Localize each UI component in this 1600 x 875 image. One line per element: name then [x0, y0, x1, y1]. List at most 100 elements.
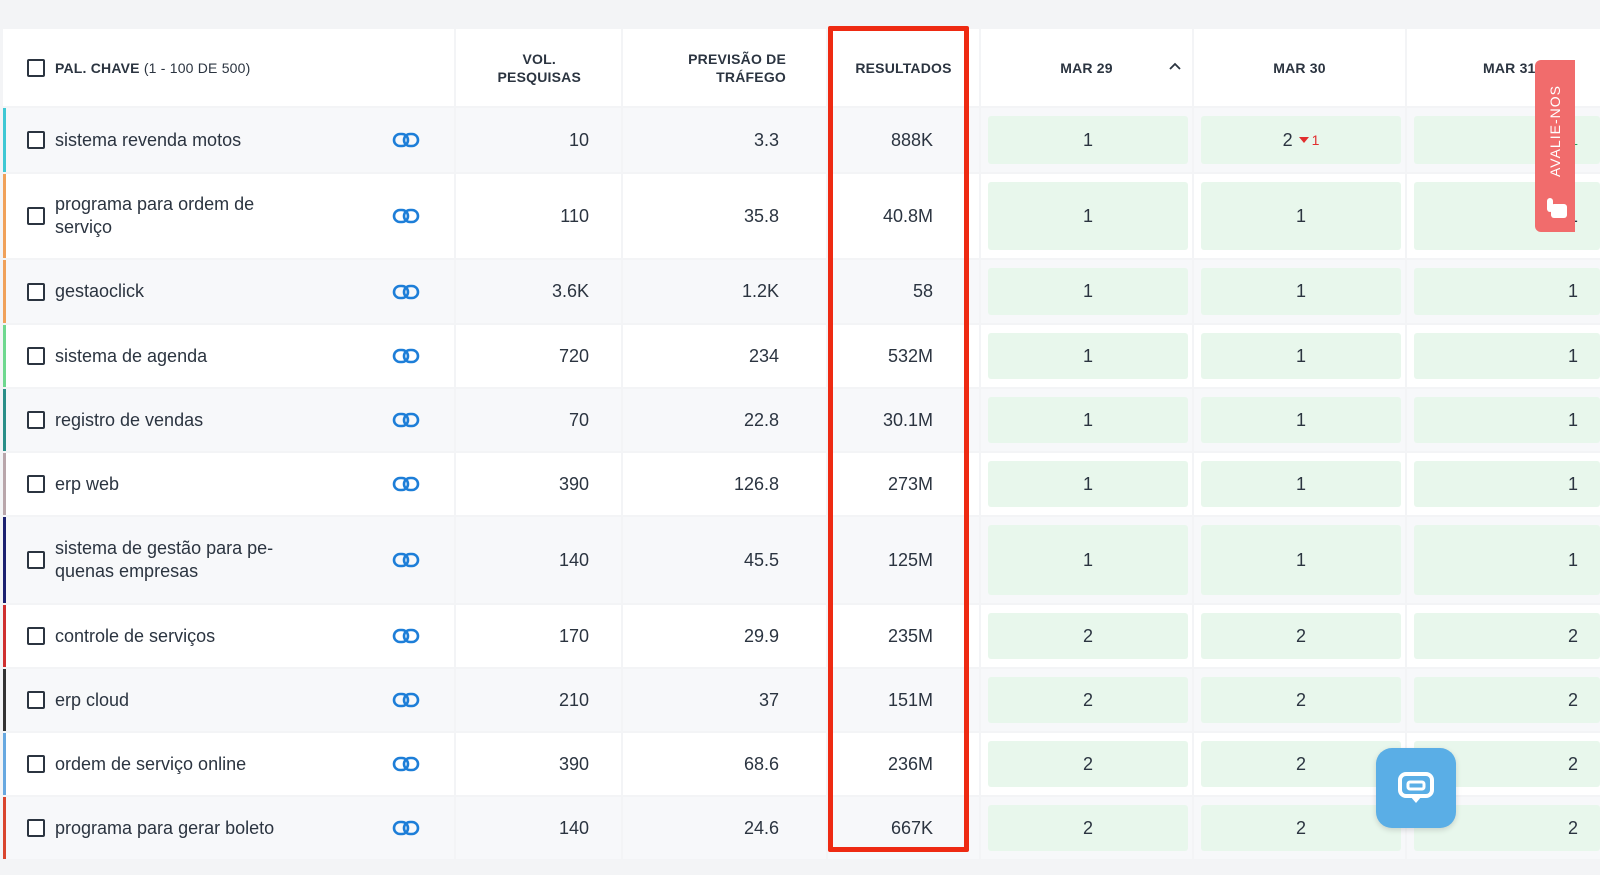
traffic-cell: 68.6 [623, 733, 826, 795]
rank-mar30[interactable]: 1 [1201, 182, 1401, 250]
keyword-cell: sistema de agenda [6, 325, 454, 387]
traffic-cell: 126.8 [623, 453, 826, 515]
rank-mar31[interactable]: 1 [1414, 461, 1600, 507]
row-checkbox[interactable] [27, 627, 45, 645]
row-color-stripe [3, 260, 6, 323]
rank-mar29[interactable]: 1 [988, 397, 1188, 443]
rank-value: 1 [1567, 409, 1578, 430]
link-icon[interactable] [392, 284, 420, 305]
results-cell: 30.1M [828, 389, 979, 451]
volume-value: 3.6K [551, 281, 589, 301]
keyword-text[interactable]: sistema de agenda [55, 345, 355, 368]
keyword-text[interactable]: registro de vendas [55, 409, 355, 432]
keyword-text[interactable]: gestaoclick [55, 280, 355, 303]
rank-mar31[interactable]: 1 [1414, 268, 1600, 315]
keyword-text[interactable]: sistema revenda motos [55, 129, 355, 152]
link-icon[interactable] [392, 628, 420, 649]
header-date2-cell[interactable]: MAR 30 [1194, 29, 1405, 106]
link-icon[interactable] [392, 820, 420, 841]
rank-mar29[interactable]: 1 [988, 525, 1188, 595]
rank-mar30[interactable]: 2 [1201, 613, 1401, 659]
keyword-line1: sistema revenda motos [55, 129, 242, 150]
rank-mar30[interactable]: 2 [1201, 677, 1401, 723]
rank-mar29[interactable]: 1 [988, 333, 1188, 379]
row-color-stripe [3, 108, 6, 172]
link-icon[interactable] [392, 348, 420, 369]
rank-mar29[interactable]: 1 [988, 268, 1188, 315]
keyword-column-header[interactable]: PAL. CHAVE (1 - 100 DE 500) [55, 59, 251, 77]
rank-mar29[interactable]: 2 [988, 613, 1188, 659]
rank-mar31[interactable]: 2 [1414, 613, 1600, 659]
rank-mar30[interactable]: 1 [1201, 525, 1401, 595]
rank-mar30[interactable]: 1 [1201, 268, 1401, 315]
link-icon[interactable] [392, 476, 420, 497]
row-checkbox[interactable] [27, 819, 45, 837]
select-all-checkbox[interactable] [27, 58, 45, 77]
results-value: 40.8M [882, 205, 933, 226]
keyword-text[interactable]: programa para gerar boleto [55, 817, 355, 840]
chat-button[interactable] [1376, 748, 1456, 828]
link-icon[interactable] [392, 208, 420, 229]
rank-value: 1 [1295, 345, 1306, 366]
row-checkbox[interactable] [27, 551, 45, 569]
traffic-cell: 29.9 [623, 605, 826, 667]
keyword-text[interactable]: erp web [55, 473, 355, 496]
header-traffic-cell[interactable]: PREVISÃO DE TRÁFEGO [623, 29, 826, 106]
row-checkbox[interactable] [27, 282, 45, 301]
chevron-up-icon[interactable] [1169, 62, 1181, 72]
rank-mar31[interactable]: 1 [1414, 333, 1600, 379]
link-icon[interactable] [392, 132, 420, 153]
keyword-line2: quenas empresas [55, 561, 199, 581]
row-checkbox[interactable] [27, 131, 45, 149]
results-cell: 58 [828, 260, 979, 323]
row-color-stripe [3, 733, 6, 795]
feedback-tab-label: AVALIE-NOS [1547, 85, 1563, 177]
traffic-cell: 234 [623, 325, 826, 387]
results-value: 236M [887, 753, 933, 774]
traffic-cell: 37 [623, 669, 826, 731]
row-checkbox[interactable] [27, 411, 45, 429]
rank-value: 2 [1567, 625, 1578, 646]
keyword-line1: registro de vendas [55, 409, 204, 430]
rank-mar30[interactable]: 1 [1201, 397, 1401, 443]
rank-mar29[interactable]: 1 [988, 182, 1188, 250]
link-icon[interactable] [392, 692, 420, 713]
keyword-text[interactable]: sistema de gestão para pe-quenas empresa… [55, 537, 355, 583]
keyword-text[interactable]: programa para ordem de serviço [55, 193, 355, 239]
rank-value: 2 [1567, 689, 1578, 710]
results-value: 151M [887, 689, 933, 710]
rank-value: 1 [1295, 205, 1306, 226]
rank-mar30[interactable]: 2 [1201, 805, 1401, 851]
header-volume-cell[interactable]: VOL. PESQUISAS [456, 29, 621, 106]
rank-mar29[interactable]: 1 [988, 461, 1188, 507]
header-results-cell[interactable]: RESULTADOS [828, 29, 979, 106]
link-icon[interactable] [392, 552, 420, 573]
row-checkbox[interactable] [27, 755, 45, 773]
rank-mar29[interactable]: 2 [988, 677, 1188, 723]
rank-mar30[interactable]: 1 [1201, 461, 1401, 507]
header-date1-cell[interactable]: MAR 29 [981, 29, 1192, 106]
row-checkbox[interactable] [27, 475, 45, 493]
row-checkbox[interactable] [27, 691, 45, 709]
date2-column-header: MAR 30 [1273, 59, 1326, 76]
rank-mar29[interactable]: 1 [988, 116, 1188, 164]
rank-mar31[interactable]: 1 [1414, 397, 1600, 443]
rank-mar30[interactable]: 2 [1201, 741, 1401, 787]
keyword-text[interactable]: erp cloud [55, 689, 355, 712]
rank-mar31[interactable]: 1 [1414, 525, 1600, 595]
row-checkbox[interactable] [27, 347, 45, 365]
rank-mar29[interactable]: 2 [988, 741, 1188, 787]
keyword-text[interactable]: controle de serviços [55, 625, 355, 648]
link-icon[interactable] [392, 756, 420, 777]
rank-mar30[interactable]: 1 [1201, 333, 1401, 379]
link-icon[interactable] [392, 412, 420, 433]
row-checkbox[interactable] [27, 207, 45, 225]
feedback-tab[interactable]: AVALIE-NOS [1535, 60, 1575, 232]
volume-cell: 720 [456, 325, 621, 387]
keyword-text[interactable]: ordem de serviço online [55, 753, 355, 776]
chat-icon [1398, 772, 1434, 803]
rank-mar29[interactable]: 2 [988, 805, 1188, 851]
keyword-header-label: PAL. CHAVE [55, 59, 140, 76]
rank-mar31[interactable]: 2 [1414, 677, 1600, 723]
